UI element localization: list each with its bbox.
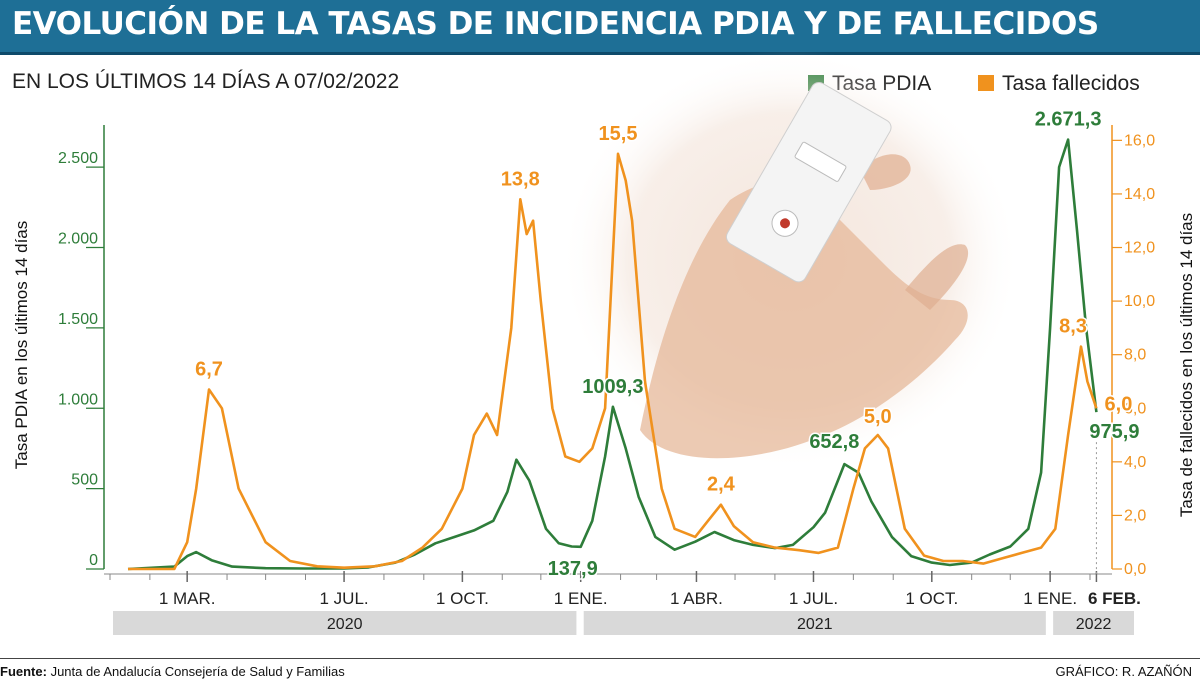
data-label: 652,8 bbox=[809, 431, 859, 453]
y-tick-label-left: 0 bbox=[89, 552, 98, 569]
data-label: 1009,3 bbox=[582, 376, 643, 398]
data-label: 5,0 bbox=[864, 406, 892, 428]
legend-label-fallecidos: Tasa fallecidos bbox=[1002, 72, 1140, 95]
year-label: 2020 bbox=[327, 616, 363, 633]
year-label: 2021 bbox=[797, 616, 833, 633]
y-tick-label-right: 4,0 bbox=[1124, 454, 1146, 471]
year-bar bbox=[583, 611, 1046, 635]
x-tick-label: 1 ENE. bbox=[1023, 589, 1077, 608]
x-tick-label: 6 FEB. bbox=[1088, 589, 1141, 608]
x-tick-label: 1 JUL. bbox=[319, 589, 368, 608]
data-label: 6,7 bbox=[195, 359, 223, 381]
data-label: 15,5 bbox=[599, 123, 638, 145]
credit: GRÁFICO: R. AZAÑÓN bbox=[1055, 664, 1192, 679]
series-line-fallecidos bbox=[128, 152, 1098, 571]
y-axis-label-right: Tasa de fallecidos en los últimos 14 día… bbox=[1177, 213, 1196, 517]
hand-holding-test-image bbox=[560, 50, 1020, 470]
legend-item-fallecidos: Tasa fallecidos bbox=[978, 72, 1140, 96]
y-tick-label-left: 1.500 bbox=[58, 311, 98, 328]
y-tick-label-right: 6,0 bbox=[1124, 400, 1146, 417]
y-tick-label-left: 2.500 bbox=[58, 150, 98, 167]
y-tick-label-right: 8,0 bbox=[1124, 347, 1146, 364]
year-label: 2022 bbox=[1076, 616, 1112, 633]
x-tick-label: 1 ABR. bbox=[670, 589, 723, 608]
source-note: Fuente: Junta de Andalucía Consejería de… bbox=[0, 664, 345, 679]
footer-divider bbox=[0, 658, 1200, 659]
annotations-layer: 6,7 13,8 15,5 2,4 5,0 8,3 6,0 137,9 1009,3 652,8 2… bbox=[194, 107, 1141, 581]
x-tick-label: 1 ENE. bbox=[554, 589, 608, 608]
y-tick-label-right: 12,0 bbox=[1124, 240, 1155, 257]
y-tick-label-right: 10,0 bbox=[1124, 293, 1155, 310]
source-label: Fuente: bbox=[0, 664, 47, 679]
y-tick-label-right: 16,0 bbox=[1124, 132, 1155, 149]
y-tick-label-right: 14,0 bbox=[1124, 186, 1155, 203]
year-bar bbox=[1053, 611, 1134, 635]
x-tick-label: 1 MAR. bbox=[159, 589, 216, 608]
x-tick-label: 1 JUL. bbox=[789, 589, 838, 608]
year-bar bbox=[113, 611, 577, 635]
axes-layer: 0 500 1.000 1.500 2.000 2.500 0,0 2,0 4,0 6,0 8,0 1… bbox=[58, 125, 1155, 608]
y-tick-label-right: 2,0 bbox=[1124, 507, 1146, 524]
series-layer bbox=[127, 138, 1098, 571]
year-bars: 2020 2021 2022 bbox=[113, 611, 1134, 635]
x-tick-label: 1 OCT. bbox=[436, 589, 489, 608]
data-label: 13,8 bbox=[501, 168, 540, 190]
y-tick-label-left: 500 bbox=[71, 472, 98, 489]
data-label: 137,9 bbox=[548, 558, 598, 580]
data-label: 8,3 bbox=[1059, 316, 1087, 338]
data-label: 2.671,3 bbox=[1035, 109, 1102, 131]
data-label: 2,4 bbox=[707, 474, 736, 496]
title-bar: EVOLUCIÓN DE LA TASAS DE INCIDENCIA PDIA… bbox=[0, 0, 1200, 55]
data-label: 6,0 bbox=[1105, 393, 1133, 415]
data-label: 975,9 bbox=[1089, 421, 1139, 443]
source-text: Junta de Andalucía Consejería de Salud y… bbox=[50, 664, 345, 679]
y-tick-label-left: 2.000 bbox=[58, 231, 98, 248]
legend-swatch-fallecidos bbox=[978, 75, 994, 91]
y-tick-label-left: 1.000 bbox=[58, 391, 98, 408]
y-tick-label-right: 0,0 bbox=[1124, 561, 1146, 578]
y-axis-label-left: Tasa PDIA en los últimos 14 días bbox=[12, 221, 31, 470]
chart-title: EVOLUCIÓN DE LA TASAS DE INCIDENCIA PDIA… bbox=[12, 6, 1099, 42]
chart-subtitle: EN LOS ÚLTIMOS 14 DÍAS A 07/02/2022 bbox=[12, 70, 400, 93]
x-tick-label: 1 OCT. bbox=[905, 589, 958, 608]
